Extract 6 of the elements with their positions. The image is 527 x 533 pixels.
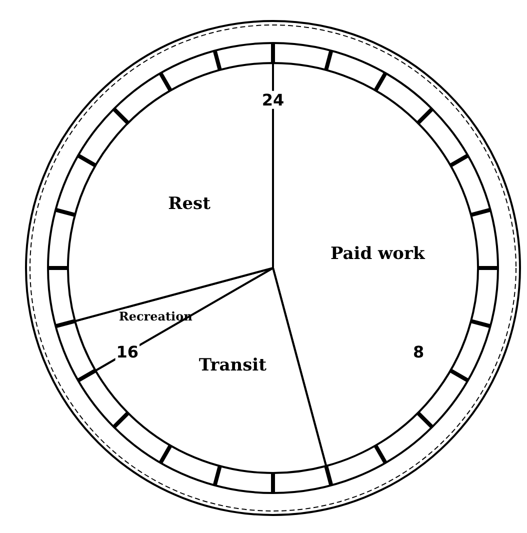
text: 24 xyxy=(262,90,284,110)
text: 16 xyxy=(116,342,139,362)
slice-label: Paid work xyxy=(330,244,426,264)
slice-label: Transit xyxy=(198,355,267,376)
slice-label: Rest xyxy=(168,194,211,214)
text: 8 xyxy=(413,342,424,362)
